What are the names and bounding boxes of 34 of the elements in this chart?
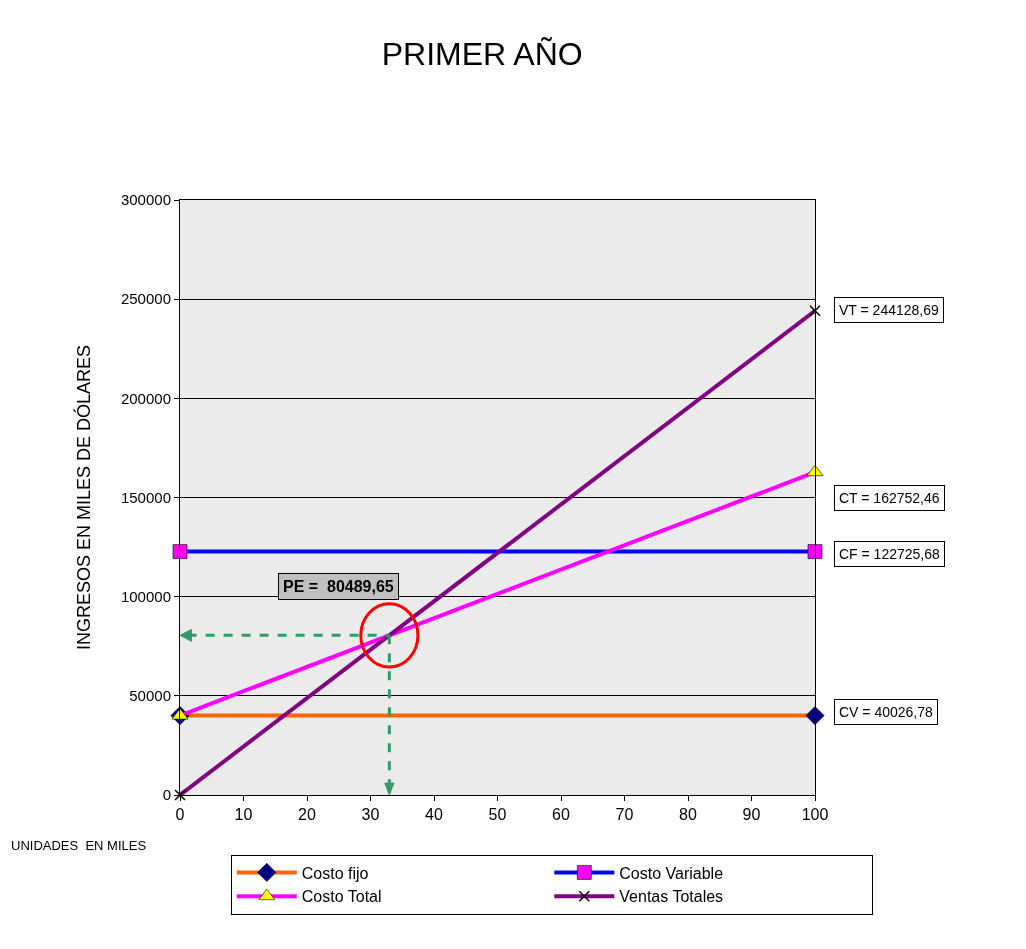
x-tick-label: 70 [615, 806, 634, 824]
text: CT = 162752,46 [839, 490, 940, 506]
y-tick-label: 100000 [120, 587, 171, 605]
x-tick-label: 50 [488, 806, 507, 824]
x-tick-label: 0 [175, 806, 185, 824]
x-tick-label: 20 [298, 806, 316, 824]
x-tick-label: 100 [801, 806, 829, 824]
x-axis-title: UNIDADES EN MILES [11, 838, 147, 853]
text: VT = 244128,69 [839, 302, 939, 318]
y-tick-label: 150000 [120, 488, 171, 506]
y-tick-label: 300000 [120, 191, 171, 209]
point [172, 544, 188, 559]
text: CF = 122725,68 [839, 546, 941, 562]
y-tick-label: 200000 [120, 389, 171, 407]
x-tick-label: 10 [234, 806, 253, 824]
legend-label: Costo Variable [619, 864, 724, 882]
point [174, 789, 186, 801]
y-tick-label: 50000 [129, 687, 171, 705]
y-tick-label: 0 [162, 786, 171, 804]
text: CV = 40026,78 [839, 704, 934, 720]
y-tick-label: 250000 [120, 290, 171, 308]
x-tick-label: 40 [425, 806, 443, 824]
x-tick-label: 80 [679, 806, 697, 824]
x-tick-label: 30 [361, 806, 380, 824]
x-tick-label: 90 [742, 806, 761, 824]
y-axis-title: INGRESOS EN MILES DE DÓLARES [73, 344, 95, 651]
chart-title: PRIMER AÑO [381, 36, 583, 73]
point [809, 305, 821, 317]
legend-label: Ventas Totales [619, 888, 724, 906]
x-tick-label: 60 [552, 806, 570, 824]
annotation: PE = 80489,65 [283, 578, 394, 595]
legend-label: Costo fijo [301, 864, 369, 882]
point [807, 544, 823, 559]
legend-label: Costo Total [301, 888, 382, 906]
